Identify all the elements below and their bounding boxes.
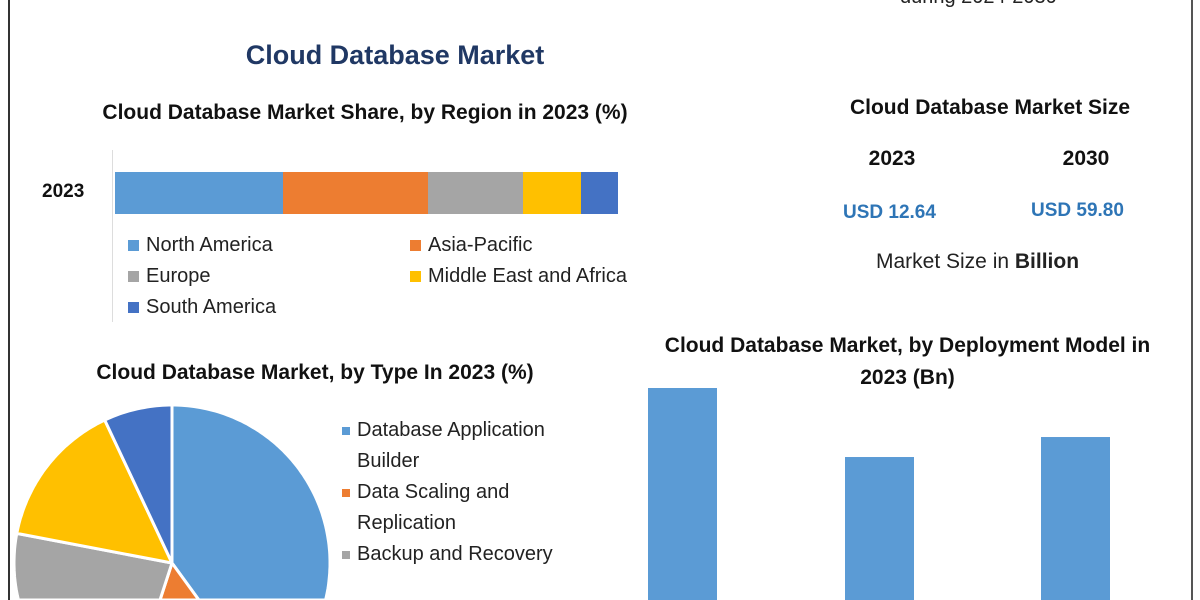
legend-label: Middle East and Africa xyxy=(428,265,627,287)
value-2023: USD 12.64 xyxy=(843,202,936,223)
pie-slice-2 xyxy=(12,531,174,600)
top-caption: during 2024-2030 xyxy=(900,0,1057,9)
bar-segment-asia-pacific xyxy=(283,172,428,214)
deployment-bar-2 xyxy=(1041,437,1110,600)
value-2030: USD 59.80 xyxy=(1031,200,1124,221)
legend-label: Backup and Recovery xyxy=(357,543,553,565)
legend-database-application-builder: Database Application Builder xyxy=(342,415,587,477)
legend-label: South America xyxy=(146,296,277,318)
pie-slice-4 xyxy=(103,403,174,565)
legend-swatch xyxy=(342,427,350,435)
type-chart-title: Cloud Database Market, by Type In 2023 (… xyxy=(96,361,534,384)
unit-note-bold: Billion xyxy=(1014,250,1080,273)
legend-swatch xyxy=(128,302,139,313)
bar-segment-north-america xyxy=(115,172,283,214)
legend-europe: Europe xyxy=(128,265,211,288)
deployment-bar-1 xyxy=(845,457,914,600)
deployment-bar-0 xyxy=(648,388,717,600)
year-2030: 2030 xyxy=(1062,147,1110,170)
frame-left-border xyxy=(8,0,10,600)
legend-swatch xyxy=(128,271,139,282)
legend-swatch xyxy=(342,550,350,559)
page-title: Cloud Database Market xyxy=(245,40,545,70)
market-size-title: Cloud Database Market Size xyxy=(849,96,1131,119)
legend-north-america: North America xyxy=(128,234,273,257)
frame-right-border xyxy=(1191,0,1193,600)
legend-data-scaling: Data Scaling and Replication xyxy=(342,477,557,539)
region-category-label: 2023 xyxy=(42,181,85,202)
unit-note-prefix: Market Size in xyxy=(876,250,1015,273)
legend-asia-pacific: Asia-Pacific xyxy=(410,234,532,257)
legend-label: Data Scaling and Replication xyxy=(357,481,510,534)
legend-swatch xyxy=(342,489,350,497)
legend-swatch xyxy=(410,271,421,282)
bar-segment-europe xyxy=(427,172,523,214)
legend-south-america: South America xyxy=(128,296,276,319)
legend-backup-recovery: Backup and Recovery xyxy=(342,539,553,570)
pie-slice-3 xyxy=(15,418,174,565)
deployment-chart-title: Cloud Database Market, by Deployment Mod… xyxy=(664,334,1151,389)
bar-segment-south-america xyxy=(580,172,618,214)
pie-slice-0 xyxy=(170,403,332,600)
legend-label: Asia-Pacific xyxy=(428,234,533,256)
legend-swatch xyxy=(128,240,139,251)
unit-note: Market Size in Billion xyxy=(876,250,1079,274)
legend-mea: Middle East and Africa xyxy=(410,265,627,288)
year-2023: 2023 xyxy=(868,147,916,170)
bar-segment-middle-east-and-africa xyxy=(522,172,581,214)
legend-label: North America xyxy=(146,234,273,256)
region-axis-line xyxy=(112,150,113,322)
region-stacked-bar xyxy=(115,172,618,214)
legend-swatch xyxy=(410,240,421,251)
legend-label: Database Application Builder xyxy=(357,419,545,472)
region-chart-title: Cloud Database Market Share, by Region i… xyxy=(102,101,628,124)
legend-label: Europe xyxy=(146,265,211,287)
